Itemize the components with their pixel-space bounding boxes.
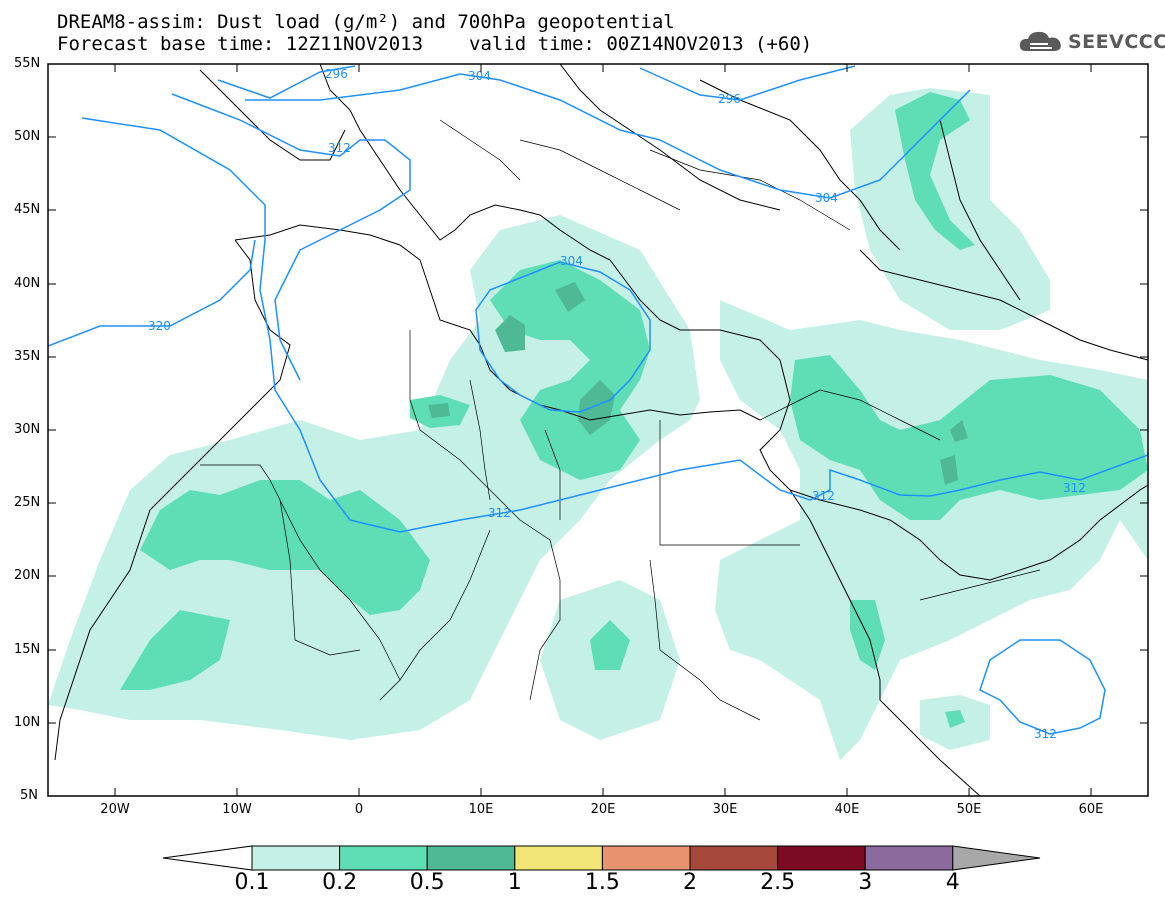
colorbar-label: 1 — [507, 870, 522, 895]
map-title: DREAM8-assim: Dust load (g/m²) and 700hP… — [57, 11, 675, 33]
lat-label: 5N — [20, 788, 38, 803]
cloud-icon — [1019, 31, 1061, 51]
lon-label: 30E — [712, 802, 738, 817]
svg-text:320: 320 — [148, 319, 171, 333]
lat-label: 50N — [14, 129, 41, 144]
lon-label: 10E — [468, 802, 494, 817]
lon-label: 20E — [590, 802, 616, 817]
colorbar-low-arrow — [162, 845, 253, 871]
colorbar-label: 0.1 — [234, 870, 270, 895]
lat-label: 40N — [14, 276, 41, 291]
lat-label: 20N — [14, 568, 41, 583]
colorbar-label: 2 — [683, 870, 697, 895]
base-time: Forecast base time: 12Z11NOV2013 — [57, 33, 424, 55]
lon-label: 0 — [354, 802, 364, 817]
lat-label: 45N — [14, 202, 41, 217]
lat-label: 25N — [14, 495, 41, 510]
lat-label: 55N — [14, 56, 41, 71]
logo-text: SEEVCCC — [1068, 31, 1165, 53]
colorbar-label: 4 — [945, 870, 960, 895]
contour-labels: 296 304 296 312 304 320 304 312 312 312 … — [148, 67, 1086, 741]
forecast-times: Forecast base time: 12Z11NOV2013 valid ti… — [57, 34, 812, 54]
colorbar-bin-4 — [514, 845, 603, 871]
lon-label: 20W — [100, 802, 130, 817]
colorbar-bin-7 — [777, 845, 866, 871]
axis-ticks — [48, 63, 1148, 796]
colorbar-bin-3 — [426, 845, 516, 871]
dust-dark-layer — [428, 282, 968, 485]
lat-label: 30N — [14, 422, 41, 437]
colorbar-bin-6 — [689, 845, 779, 871]
svg-text:296: 296 — [718, 92, 741, 106]
colorbar-label: 2.5 — [760, 870, 796, 895]
colorbar-label: 3 — [858, 870, 873, 895]
country-borders — [200, 119, 1041, 721]
lon-label: 50E — [956, 802, 982, 817]
svg-text:312: 312 — [1034, 727, 1057, 741]
lat-label: 35N — [14, 349, 41, 364]
lat-label: 15N — [14, 642, 41, 657]
svg-text:304: 304 — [468, 69, 491, 83]
svg-text:312: 312 — [488, 506, 511, 520]
colorbar-label: 0.2 — [322, 870, 358, 895]
colorbar — [162, 845, 1041, 871]
colorbar-label: 1.5 — [584, 870, 620, 895]
colorbar-bin-1 — [251, 845, 341, 871]
svg-text:304: 304 — [560, 254, 583, 268]
lon-label: 40E — [834, 802, 860, 817]
lon-label: 60E — [1078, 802, 1104, 817]
colorbar-label: 0.5 — [409, 870, 445, 895]
geopotential-contours — [48, 65, 1148, 735]
lon-label: 10W — [222, 802, 252, 817]
seevccc-logo: SEEVCCC — [1018, 28, 1165, 56]
valid-time: valid time: 00Z14NOV2013 (+60) — [469, 33, 813, 55]
svg-text:296: 296 — [325, 67, 348, 81]
svg-text:304: 304 — [815, 191, 838, 205]
svg-text:312: 312 — [328, 141, 351, 155]
dust-medium-layer — [120, 92, 1148, 728]
colorbar-bin-8 — [864, 845, 954, 871]
colorbar-bin-2 — [339, 845, 428, 871]
lat-label: 10N — [14, 715, 41, 730]
colorbar-bin-5 — [601, 845, 691, 871]
svg-text:312: 312 — [812, 489, 835, 503]
colorbar-high-arrow — [952, 845, 1041, 871]
svg-text:312: 312 — [1063, 481, 1086, 495]
